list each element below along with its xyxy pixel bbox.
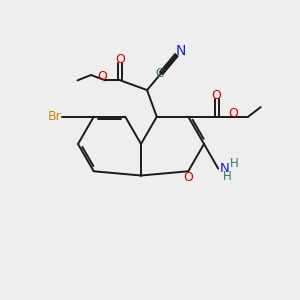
Text: O: O xyxy=(183,171,193,184)
Text: Br: Br xyxy=(48,110,61,123)
Text: O: O xyxy=(97,70,107,83)
Text: H: H xyxy=(230,157,239,170)
Text: N: N xyxy=(176,44,186,58)
Text: C: C xyxy=(156,67,164,80)
Text: O: O xyxy=(228,106,238,120)
Text: O: O xyxy=(212,88,221,102)
Text: N: N xyxy=(220,162,230,175)
Text: O: O xyxy=(116,53,125,66)
Text: H: H xyxy=(223,170,232,184)
